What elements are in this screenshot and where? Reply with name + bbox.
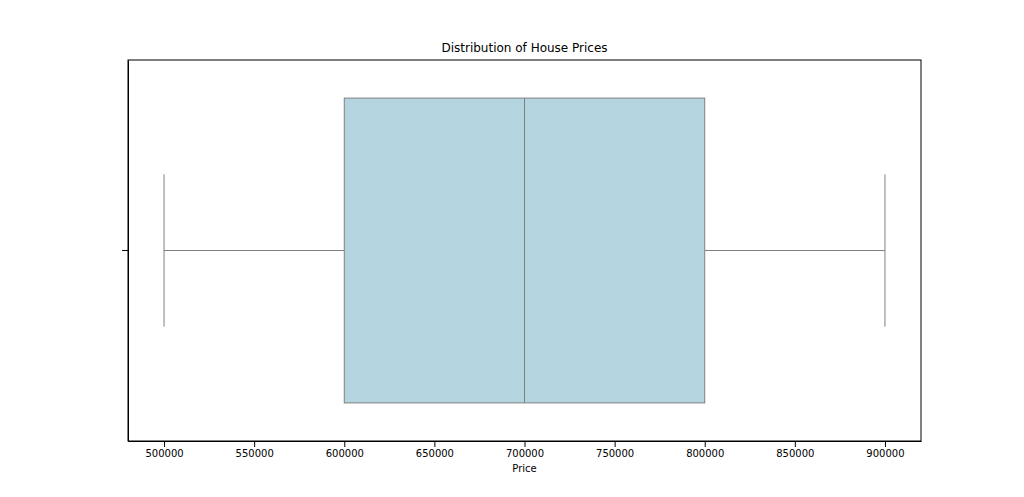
x-tick-label: 750000 <box>596 448 634 459</box>
x-tick: 650000 <box>416 441 454 459</box>
x-tick-mark <box>705 441 706 447</box>
x-tick: 700000 <box>506 441 544 459</box>
x-tick-mark <box>344 441 345 447</box>
min-cap <box>164 174 165 326</box>
x-axis-title: Price <box>512 463 536 474</box>
x-tick-label: 850000 <box>776 448 814 459</box>
x-tick-label: 700000 <box>506 448 544 459</box>
title: Distribution of House Prices <box>441 41 607 55</box>
x-tick-label: 550000 <box>236 448 274 459</box>
upper-whisker <box>705 250 885 251</box>
x-tick: 900000 <box>866 441 904 459</box>
max-cap <box>884 174 885 326</box>
chart: 500000 550000 600000 650000 700000 750000 8000… <box>0 0 1024 497</box>
y-tick <box>122 250 128 251</box>
x-tick: 750000 <box>596 441 634 459</box>
x-tick-mark <box>615 441 616 447</box>
x-tick-label: 650000 <box>416 448 454 459</box>
plot: 500000 550000 600000 650000 700000 750000 8000… <box>122 60 922 459</box>
x-tick-mark <box>885 441 886 447</box>
x-tick-mark <box>795 441 796 447</box>
marks <box>164 98 885 403</box>
x-tick: 550000 <box>236 441 274 459</box>
x-axis: 500000 550000 600000 650000 700000 750000 8000… <box>129 441 922 459</box>
x-tick-label: 900000 <box>866 448 904 459</box>
x-tick: 850000 <box>776 441 814 459</box>
x-tick-mark <box>525 441 526 447</box>
x-tick-label: 500000 <box>145 448 183 459</box>
median <box>524 98 525 403</box>
x-tick-label: 600000 <box>326 448 364 459</box>
x-tick: 800000 <box>686 441 724 459</box>
y-tick-mark <box>122 250 128 251</box>
x-tick-mark <box>434 441 435 447</box>
x-tick-mark <box>254 441 255 447</box>
lower-whisker <box>164 250 344 251</box>
x-tick: 500000 <box>145 441 183 459</box>
box <box>344 98 704 403</box>
x-tick: 600000 <box>326 441 364 459</box>
plot-frame <box>128 60 921 441</box>
x-tick-mark <box>164 441 165 447</box>
x-tick-label: 800000 <box>686 448 724 459</box>
